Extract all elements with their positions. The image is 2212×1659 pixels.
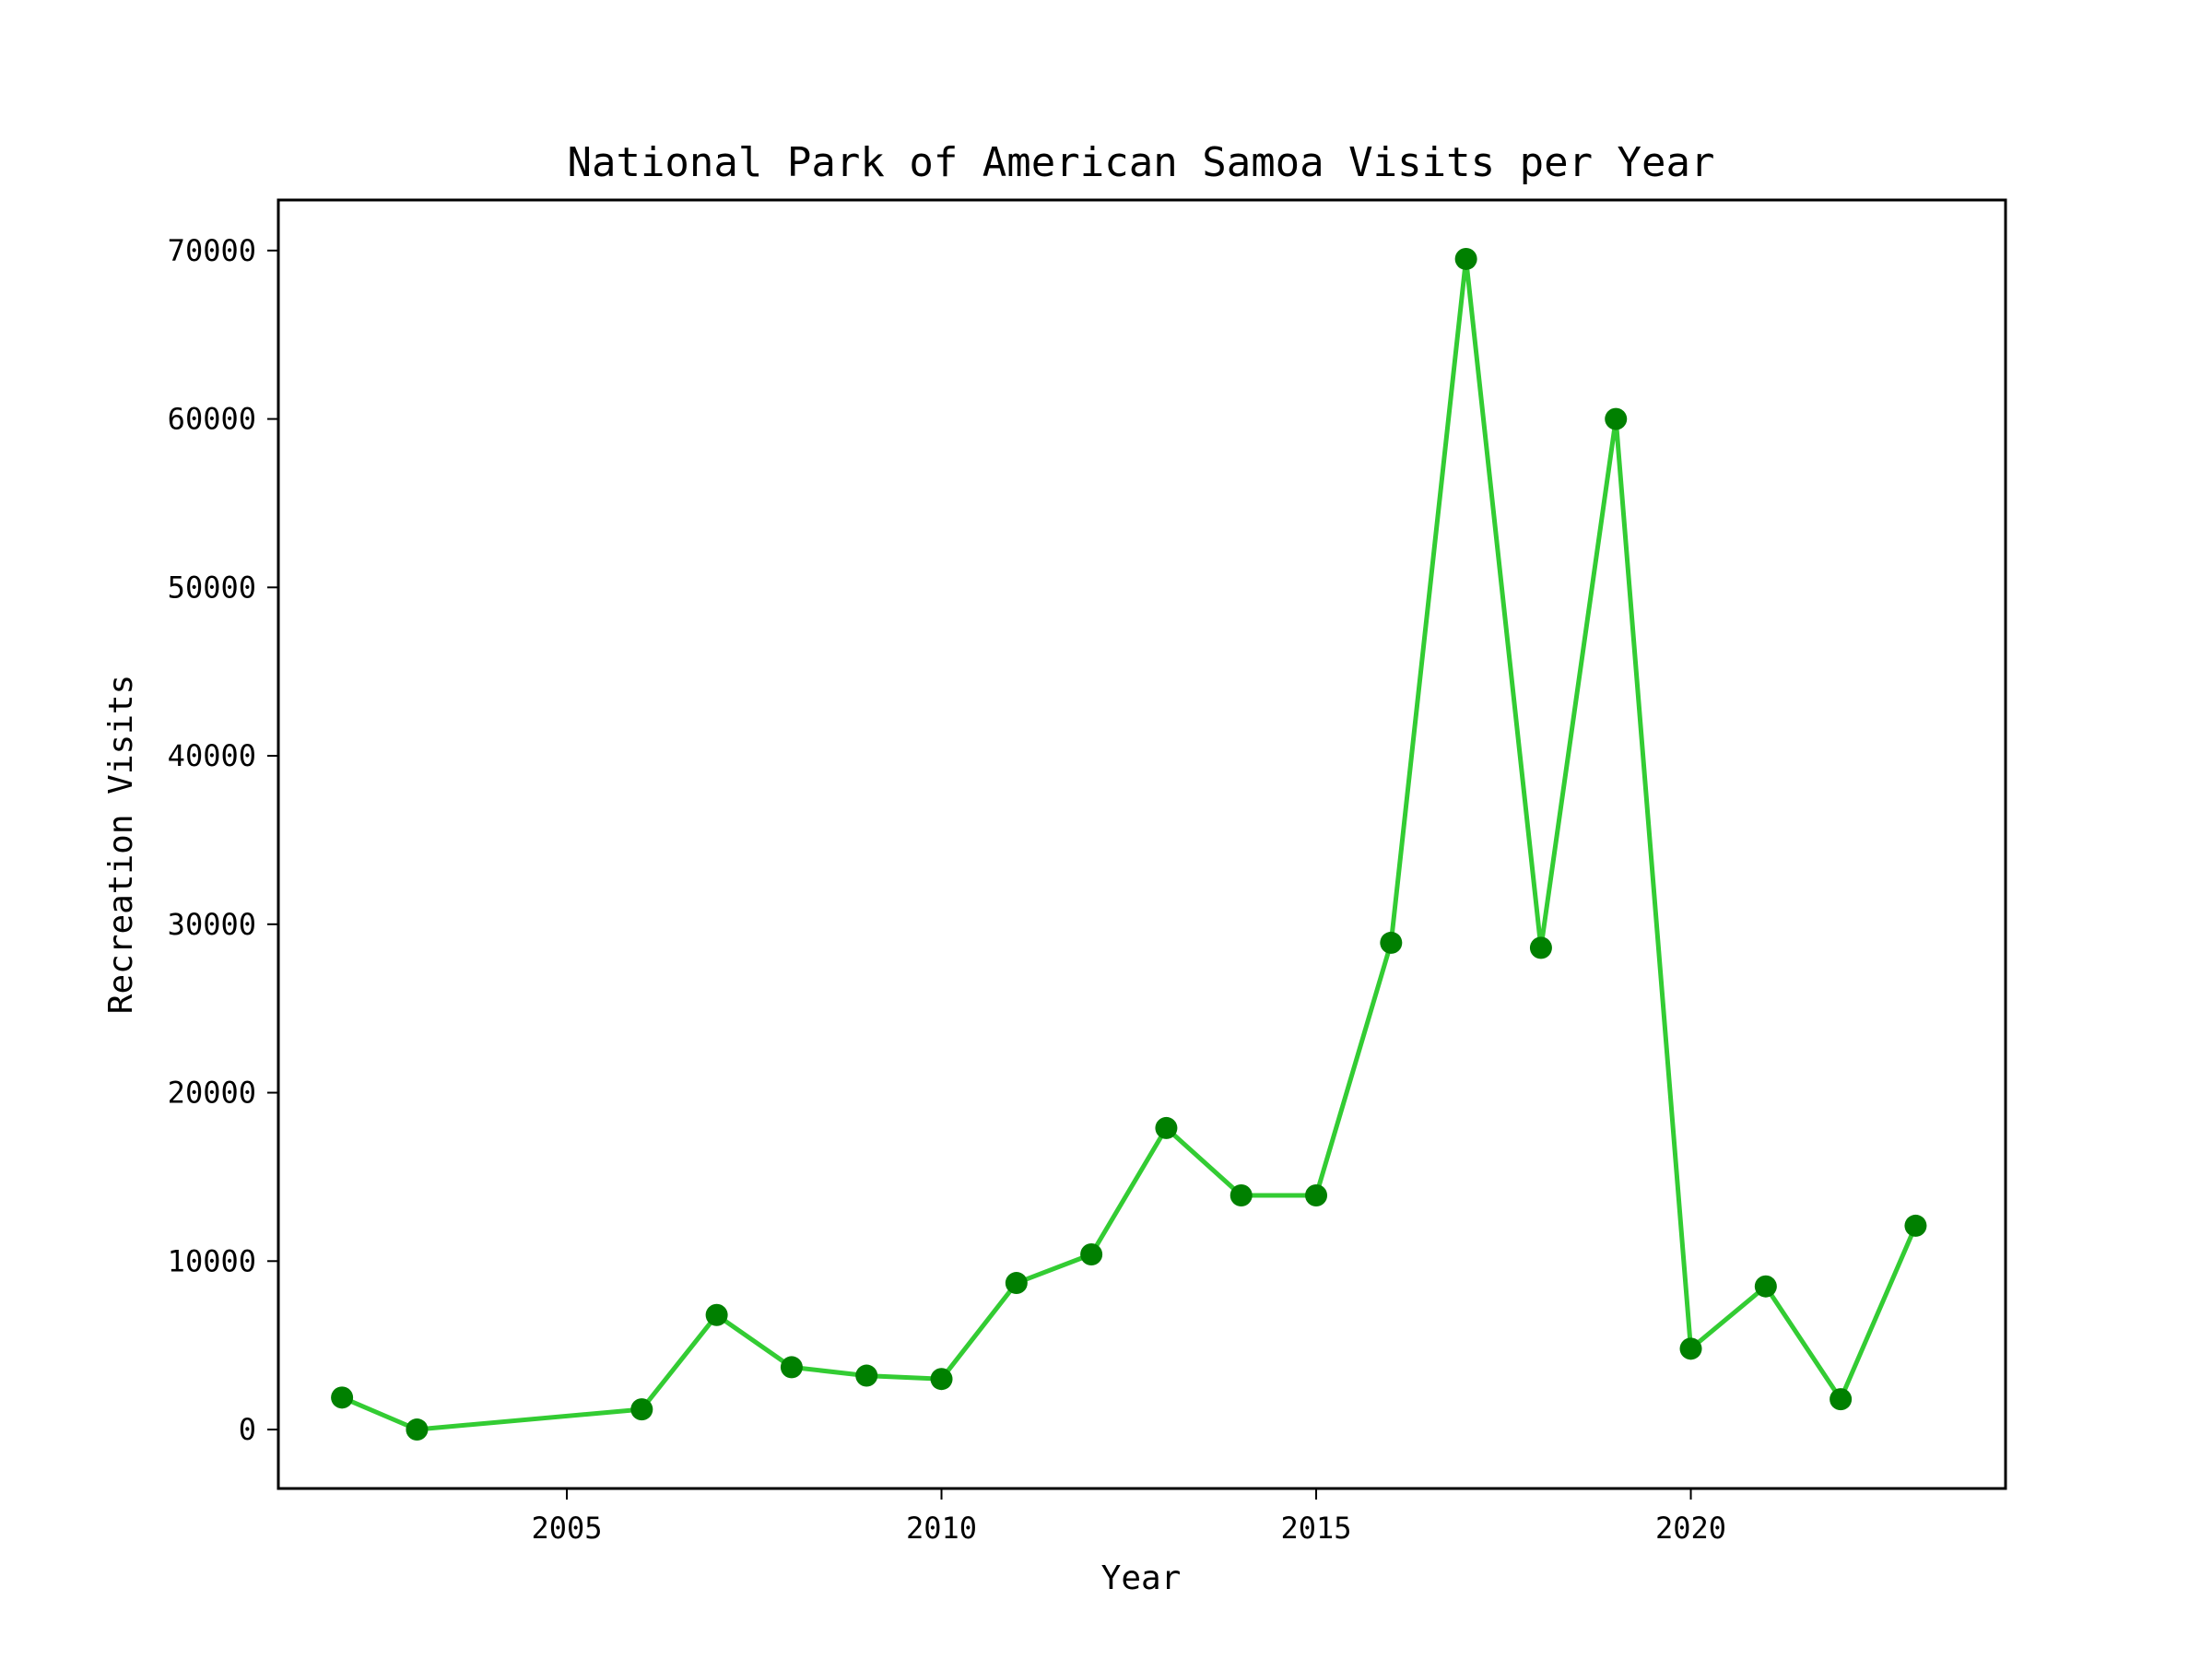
y-tick-label-70000: 70000 (168, 233, 256, 268)
data-point-2015 (1305, 1184, 1328, 1207)
y-tick-label-50000: 50000 (168, 570, 256, 605)
chart-title: National Park of American Samoa Visits p… (567, 139, 1714, 186)
y-axis: 0 10000 20000 30000 40000 50000 60000 70000 (168, 233, 278, 1447)
data-point-2020 (1679, 1337, 1702, 1360)
data-point-2014 (1230, 1184, 1253, 1207)
x-tick-label-2020: 2020 (1655, 1511, 1726, 1546)
x-tick-label-2010: 2010 (906, 1511, 977, 1546)
y-tick-label-30000: 30000 (168, 907, 256, 942)
data-point-2009 (855, 1364, 878, 1387)
data-point-2016 (1380, 931, 1403, 954)
data-point-2022 (1830, 1388, 1853, 1411)
data-point-2019 (1605, 407, 1628, 430)
series-line-0 (341, 256, 1918, 1432)
y-axis-label: Recreation Visits (102, 675, 140, 1014)
y-tick-label-20000: 20000 (168, 1076, 256, 1111)
y-tick-label-10000: 10000 (168, 1243, 256, 1278)
x-tick-label-2015: 2015 (1280, 1511, 1351, 1546)
data-point-2002 (331, 1386, 354, 1409)
data-point-2021 (1754, 1275, 1777, 1298)
x-tick-label-2005: 2005 (531, 1511, 602, 1546)
data-point-2003 (406, 1418, 429, 1441)
data-point-2017 (1454, 247, 1477, 270)
data-point-2010 (930, 1368, 953, 1391)
data-point-2007 (705, 1303, 728, 1326)
plot-area (331, 247, 1927, 1441)
data-point-2008 (780, 1356, 803, 1379)
plot-frame (276, 198, 2007, 1490)
data-point-2013 (1155, 1116, 1178, 1139)
data-point-2023 (1904, 1214, 1927, 1237)
y-tick-label-60000: 60000 (168, 402, 256, 437)
x-axis: 2005 2010 2015 2020 (531, 1488, 1726, 1546)
data-point-2018 (1529, 936, 1552, 959)
x-axis-label: Year (1101, 1559, 1182, 1597)
y-tick-label-40000: 40000 (168, 738, 256, 773)
y-tick-label-0: 0 (239, 1412, 256, 1447)
data-point-2011 (1005, 1272, 1028, 1295)
data-point-2012 (1080, 1242, 1103, 1265)
data-point-2006 (630, 1398, 653, 1421)
